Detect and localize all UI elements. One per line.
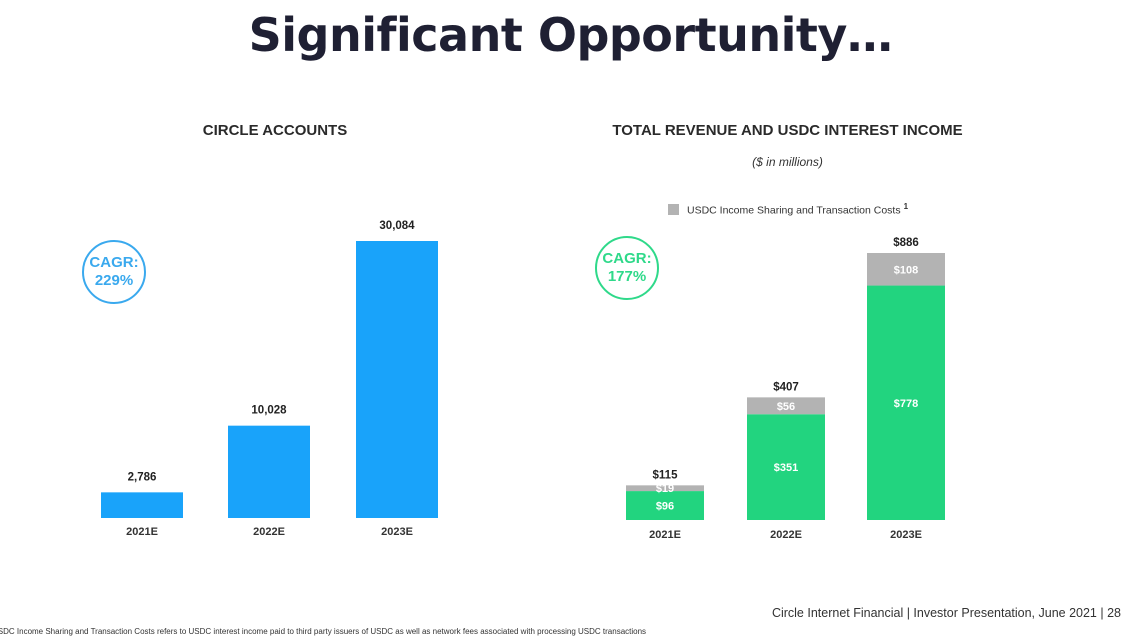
revenue-gray-label: $19	[656, 483, 674, 495]
footnote: USDC Income Sharing and Transaction Cost…	[0, 627, 647, 636]
revenue-gray-label: $108	[894, 264, 918, 276]
revenue-bar-green-2023E	[867, 285, 945, 520]
legend-label: USDC Income Sharing and Transaction Cost…	[687, 202, 909, 217]
revenue-bar-green-2022E	[747, 414, 825, 520]
cagr-value: 229%	[94, 272, 134, 289]
revenue-total-label: $115	[653, 469, 679, 481]
accounts-bar-2021E	[101, 492, 183, 518]
legend-swatch-gray	[668, 203, 679, 215]
revenue-cagr-badge: CAGR: 177%	[595, 236, 659, 300]
revenue-bar-gray-2023E	[867, 253, 945, 286]
cagr-value: 177%	[607, 268, 647, 285]
revenue-green-label: $96	[656, 501, 674, 513]
footer-source: Circle Internet Financial | Investor Pre…	[771, 606, 1121, 620]
accounts-bar-2022E	[228, 425, 310, 518]
revenue-gray-label: $56	[777, 401, 795, 413]
accounts-value-label: 30,084	[379, 220, 415, 232]
accounts-x-tick: 2021E	[126, 526, 158, 538]
accounts-x-tick: 2022E	[253, 526, 285, 538]
revenue-bar-gray-2022E	[747, 397, 825, 415]
cagr-label: CAGR:	[89, 254, 139, 271]
revenue-legend: USDC Income Sharing and Transaction Cost…	[668, 202, 908, 217]
revenue-total-label: $407	[773, 381, 799, 393]
accounts-value-label: 2,786	[128, 471, 157, 483]
revenue-bar-gray-2021E	[626, 485, 704, 492]
revenue-total-label: $886	[893, 237, 919, 249]
accounts-x-tick: 2023E	[381, 526, 413, 538]
legend-footnote-marker: 1	[903, 202, 909, 211]
revenue-chart-subtitle: ($ in millions)	[752, 155, 823, 169]
revenue-x-tick: 2021E	[649, 529, 681, 541]
revenue-chart-title: TOTAL REVENUE AND USDC INTEREST INCOME	[612, 122, 963, 139]
revenue-x-tick: 2023E	[890, 529, 922, 541]
revenue-green-label: $351	[774, 462, 798, 474]
accounts-chart-title: CIRCLE ACCOUNTS	[202, 122, 348, 139]
cagr-label: CAGR:	[602, 250, 652, 267]
revenue-x-tick: 2022E	[770, 529, 802, 541]
page-title: Significant Opportunity…	[248, 8, 893, 62]
revenue-bar-green-2021E	[626, 491, 704, 520]
accounts-value-label: 10,028	[251, 405, 287, 417]
accounts-cagr-badge: CAGR: 229%	[82, 240, 146, 304]
revenue-green-label: $778	[894, 398, 918, 410]
accounts-bar-2023E	[356, 241, 438, 518]
